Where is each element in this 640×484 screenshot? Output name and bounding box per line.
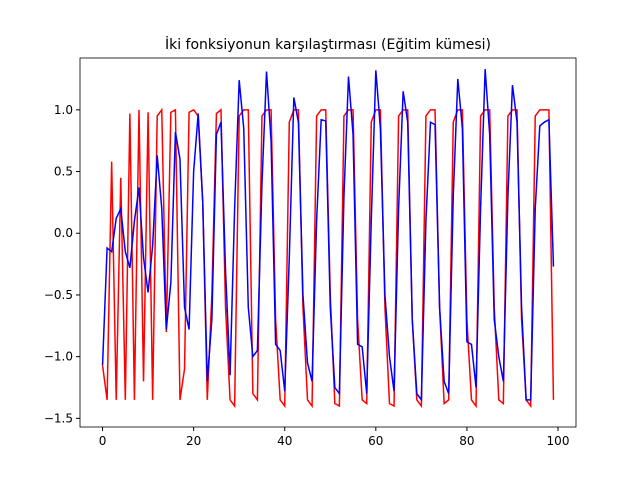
y-tick-label: −0.5 [44,288,73,302]
x-tick-label: 100 [547,434,570,448]
line-series [101,69,555,403]
y-tick-label: 0.0 [54,226,73,240]
chart-title: İki fonksiyonun karşılaştırması (Eğitim … [165,35,491,53]
x-tick-label: 80 [459,434,474,448]
x-tick-label: 0 [99,434,107,448]
x-tick-label: 20 [186,434,201,448]
x-tick-label: 60 [368,434,383,448]
plot-frame [79,57,577,428]
y-tick-label: −1.5 [44,411,73,425]
y-tick-label: 0.5 [54,165,73,179]
x-tick-label: 40 [277,434,292,448]
y-tick-label: 1.0 [54,103,73,117]
y-tick-label: −1.0 [44,350,73,364]
